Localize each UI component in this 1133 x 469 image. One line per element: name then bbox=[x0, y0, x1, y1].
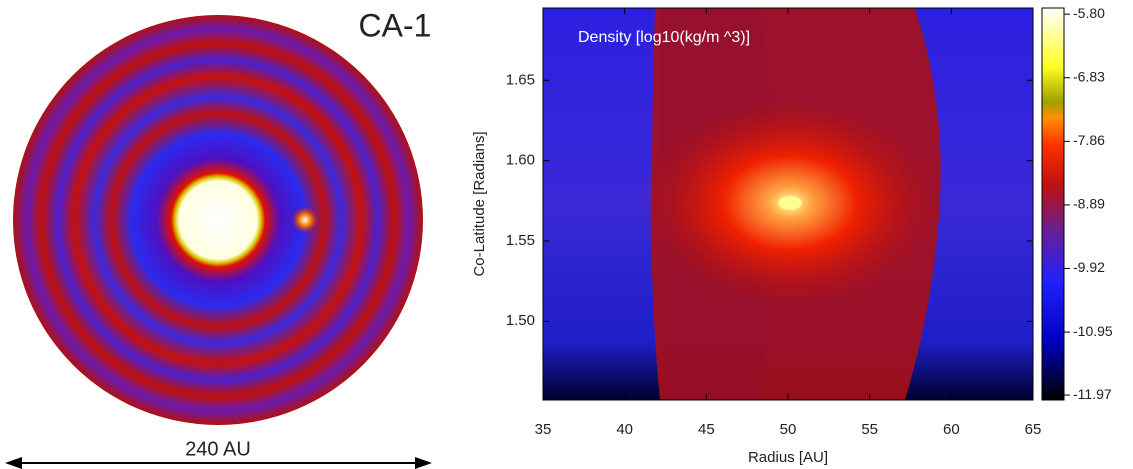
y-tick-label: 1.50 bbox=[506, 312, 535, 329]
y-tick-label: 1.60 bbox=[506, 152, 535, 169]
colorbar-tick-label: -6.83 bbox=[1073, 68, 1105, 84]
planet bbox=[291, 206, 319, 234]
heatmap-image bbox=[543, 8, 1033, 400]
colorbar-tick-label: -7.86 bbox=[1073, 132, 1105, 148]
scale-label: 240 AU bbox=[185, 438, 251, 460]
x-tick-label: 55 bbox=[861, 421, 878, 438]
plot-title: Density [log10(kg/m ^3)] bbox=[578, 29, 750, 46]
x-tick-label: 40 bbox=[616, 421, 633, 438]
colorbar-tick-label: -5.80 bbox=[1073, 5, 1105, 21]
x-tick-label: 65 bbox=[1025, 421, 1042, 438]
y-axis-label: Co-Latitude [Radians] bbox=[471, 131, 488, 276]
disk-image bbox=[13, 15, 423, 425]
y-tick-label: 1.65 bbox=[506, 71, 535, 88]
colorbar-tick-label: -9.92 bbox=[1073, 259, 1105, 275]
y-tick-label: 1.55 bbox=[506, 232, 535, 249]
colorbar bbox=[1041, 7, 1065, 401]
heatmap-panel: Density [log10(kg/m ^3)] Radius [AU] Co-… bbox=[471, 7, 1065, 466]
panel-label: CA-1 bbox=[359, 7, 432, 43]
x-tick-label: 60 bbox=[943, 421, 960, 438]
colorbar-tick-label: -11.97 bbox=[1073, 386, 1112, 402]
colorbar-tick-label: -10.95 bbox=[1073, 323, 1113, 339]
x-axis-label: Radius [AU] bbox=[748, 449, 828, 466]
x-tick-label: 35 bbox=[535, 421, 552, 438]
x-tick-label: 45 bbox=[698, 421, 715, 438]
colorbar-tick-label: -8.89 bbox=[1073, 196, 1105, 212]
x-tick-label: 50 bbox=[780, 421, 797, 438]
disk-panel: CA-1 240 AU bbox=[5, 7, 432, 469]
